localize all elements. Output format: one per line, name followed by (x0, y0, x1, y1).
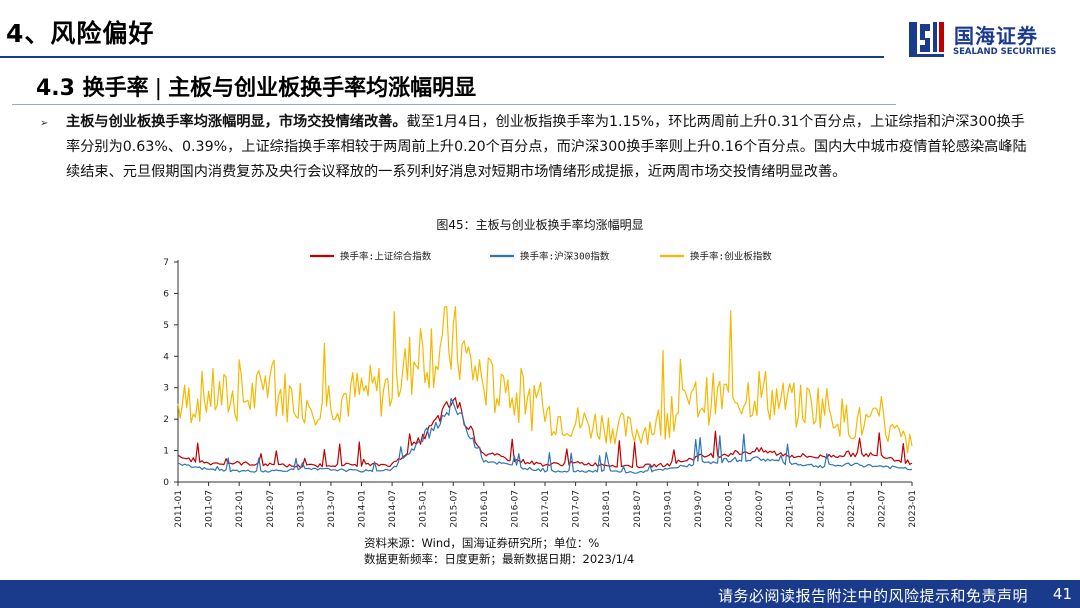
x-tick-label: 2022-01 (847, 490, 857, 528)
bullet-icon: ➢ (40, 118, 49, 129)
section-title: 4、风险偏好 (6, 19, 155, 48)
x-tick-label: 2011-01 (174, 490, 184, 528)
footer-disclaimer: 请务必阅读报告附注中的风险提示和免责声明 (717, 587, 1028, 605)
y-tick-label: 7 (163, 258, 169, 268)
subtitle-number: 4.3 换手率 (36, 76, 149, 101)
x-tick-label: 2011-07 (205, 490, 215, 528)
page-number: 41 (1052, 585, 1072, 603)
x-tick-label: 2020-01 (725, 490, 735, 528)
x-tick-label: 2021-07 (816, 490, 826, 528)
legend-label-0: 换手率:上证综合指数 (340, 251, 432, 263)
x-tick-label: 2021-01 (786, 490, 796, 528)
x-tick-label: 2019-01 (663, 490, 673, 528)
logo-en-text: SEALAND SECURITIES (953, 47, 1057, 57)
x-tick-label: 2022-07 (877, 490, 887, 528)
x-tick-label: 2018-01 (602, 490, 612, 528)
paragraph-text: 截至1月4日，创业板指换手率为1.15%，环比两周前上升0.31个百分点，上证综… (66, 114, 1027, 180)
logo-cn-text: 国海证券 (954, 24, 1038, 48)
y-tick-label: 5 (163, 321, 169, 331)
x-tick-label: 2015-01 (419, 490, 429, 528)
legend-label-1: 换手率:沪深300指数 (520, 251, 610, 263)
body-paragraph: 主板与创业板换手率均涨幅明显，市场交投情绪改善。截至1月4日，创业板指换手率为1… (66, 110, 1028, 185)
source-note: 资料来源：Wind，国海证券研究所；单位：% 数据更新频率：日度更新；最新数据日… (364, 535, 634, 567)
y-tick-label: 4 (163, 352, 169, 362)
series-line-2 (177, 306, 913, 454)
x-tick-label: 2019-07 (694, 490, 704, 528)
sealand-logo-icon (909, 22, 944, 57)
top-rule (0, 56, 884, 58)
x-tick-label: 2012-01 (235, 490, 245, 528)
x-tick-label: 2016-07 (510, 490, 520, 528)
source-line-1: 资料来源：Wind，国海证券研究所；单位：% (364, 536, 600, 550)
legend-label-2: 换手率:创业板指数 (690, 251, 772, 263)
x-tick-label: 2017-07 (572, 490, 582, 528)
x-tick-label: 2014-01 (358, 490, 368, 528)
y-tick-label: 3 (163, 384, 169, 394)
x-tick-label: 2012-07 (266, 490, 276, 528)
x-tick-label: 2023-01 (908, 490, 918, 528)
series-line-1 (177, 397, 913, 474)
x-tick-label: 2020-07 (755, 490, 765, 528)
y-tick-label: 0 (163, 478, 169, 488)
x-tick-label: 2017-01 (541, 490, 551, 528)
x-tick-label: 2015-07 (449, 490, 459, 528)
subtitle: 4.3 换手率 | 主板与创业板换手率均涨幅明显 (36, 70, 476, 102)
x-tick-label: 2013-07 (327, 490, 337, 528)
x-tick-label: 2016-01 (480, 490, 490, 528)
subtitle-rule (12, 104, 896, 105)
x-tick-label: 2013-01 (296, 490, 306, 528)
y-tick-label: 2 (163, 415, 169, 425)
paragraph-bold: 主板与创业板换手率均涨幅明显，市场交投情绪改善。 (66, 114, 407, 130)
subtitle-title: 主板与创业板换手率均涨幅明显 (168, 76, 477, 101)
footer-bar: 请务必阅读报告附注中的风险提示和免责声明 41 (0, 580, 1080, 608)
y-tick-label: 6 (163, 289, 169, 299)
figure-title: 图45：主板与创业板换手率均涨幅明显 (436, 218, 644, 232)
turnover-line-chart: 0 1 2 3 4 5 6 7 2011-01 2011-07 2012-01 2012-07 2013… (163, 251, 918, 528)
x-tick-label: 2018-07 (633, 490, 643, 528)
x-tick-label: 2014-07 (388, 490, 398, 528)
y-tick-label: 1 (163, 447, 169, 457)
subtitle-bar: | (154, 76, 163, 101)
source-line-2: 数据更新频率：日度更新；最新数据日期：2023/1/4 (364, 552, 635, 566)
brand-logo: 国海证券 SEALAND SECURITIES (906, 18, 1066, 62)
